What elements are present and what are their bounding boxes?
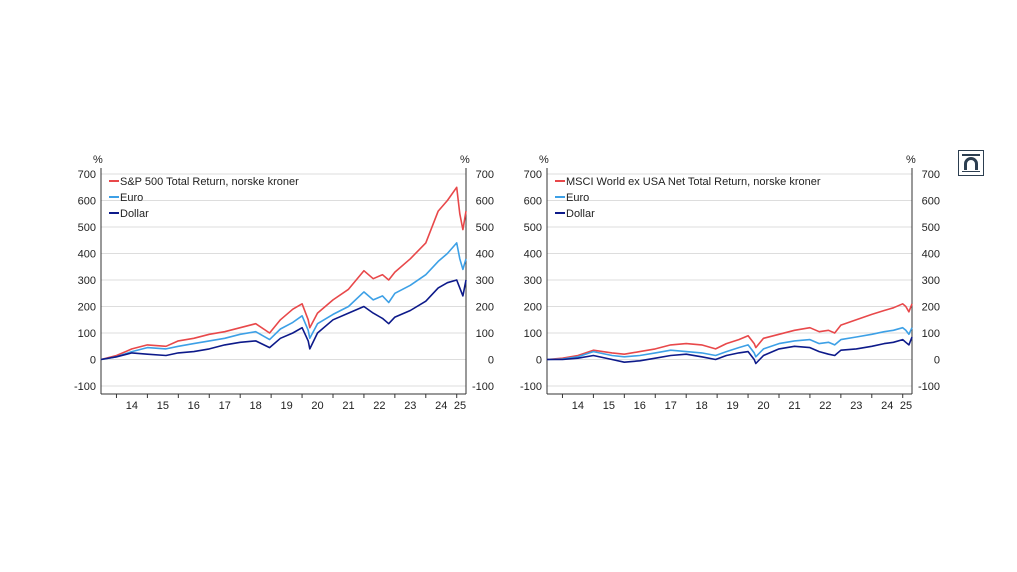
legend-label-euro: Euro [566, 192, 589, 204]
x-tick-label: 25 [454, 400, 466, 412]
y-tick-label-left: 500 [78, 222, 96, 234]
series-line-dollar [100, 279, 467, 361]
y-tick-label-left: 600 [524, 196, 542, 208]
x-tick-label: 15 [157, 400, 169, 412]
y-tick-label-right: 600 [922, 196, 940, 208]
x-tick-label: 21 [342, 400, 354, 412]
y-tick-label-right: 100 [922, 328, 940, 340]
chart-sp500: 700 700 600 600 500 500 400 400 300 300 200 200 100 1… [68, 150, 508, 430]
y-tick-label-left: 400 [78, 249, 96, 261]
unit-label-left: % [93, 154, 103, 166]
y-tick-label-right: 100 [476, 328, 494, 340]
x-tick-label: 19 [280, 400, 292, 412]
y-tick-label-right: 400 [922, 249, 940, 261]
x-tick-label: 24 [881, 400, 893, 412]
x-tick-label: 24 [435, 400, 447, 412]
unit-label-right: % [460, 154, 470, 166]
x-tick-label: 19 [726, 400, 738, 412]
x-tick-label: 18 [250, 400, 262, 412]
legend-label-sek: S&P 500 Total Return, norske kroner [120, 176, 299, 188]
y-tick-label-right: 300 [476, 275, 494, 287]
y-tick-label-left: 300 [524, 275, 542, 287]
legend-label-dollar: Dollar [120, 208, 149, 220]
x-tick-label: 23 [850, 400, 862, 412]
unit-label-right: % [906, 154, 916, 166]
series-line-dollar [547, 336, 913, 365]
y-tick-label-right: -100 [918, 381, 940, 393]
y-tick-label-left: -100 [74, 381, 96, 393]
y-tick-label-left: 500 [524, 222, 542, 234]
y-tick-label-right: 700 [922, 169, 940, 181]
y-tick-label-left: 200 [524, 302, 542, 314]
x-tick-label: 20 [757, 400, 769, 412]
y-tick-label-right: 500 [922, 222, 940, 234]
x-tick-label: 17 [219, 400, 231, 412]
y-tick-label-right: 0 [934, 355, 940, 367]
x-tick-label: 14 [572, 400, 584, 412]
y-tick-label-right: 200 [922, 302, 940, 314]
y-tick-label-left: 0 [90, 355, 96, 367]
y-tick-label-left: 200 [78, 302, 96, 314]
x-tick-label: 16 [634, 400, 646, 412]
x-tick-label: 16 [188, 400, 200, 412]
y-tick-label-right: 300 [922, 275, 940, 287]
x-tick-label: 22 [373, 400, 385, 412]
y-tick-label-left: -100 [520, 381, 542, 393]
series-line-sek [100, 186, 467, 361]
series-line-euro [546, 326, 913, 361]
y-tick-label-left: 400 [524, 249, 542, 261]
x-tick-label: 21 [788, 400, 800, 412]
y-tick-label-left: 700 [524, 169, 542, 181]
y-tick-label-left: 700 [78, 169, 96, 181]
x-tick-label: 20 [311, 400, 323, 412]
series-line-sek [546, 303, 913, 361]
y-tick-label-left: 0 [536, 355, 542, 367]
y-tick-label-left: 300 [78, 275, 96, 287]
y-tick-label-right: 600 [476, 196, 494, 208]
series-line-euro [100, 242, 467, 361]
y-tick-label-right: 700 [476, 169, 494, 181]
x-tick-label: 18 [696, 400, 708, 412]
x-tick-label: 14 [126, 400, 138, 412]
x-tick-label: 23 [404, 400, 416, 412]
y-tick-label-right: 500 [476, 222, 494, 234]
y-tick-label-right: 400 [476, 249, 494, 261]
y-tick-label-left: 100 [524, 328, 542, 340]
unit-label-left: % [539, 154, 549, 166]
chart-msci-world-ex-usa: 700 700 600 600 500 500 400 400 300 300 200 200 100 1… [514, 150, 954, 430]
x-tick-label: 25 [900, 400, 912, 412]
x-tick-label: 22 [819, 400, 831, 412]
y-tick-label-left: 100 [78, 328, 96, 340]
x-tick-label: 15 [603, 400, 615, 412]
x-tick-label: 17 [665, 400, 677, 412]
y-tick-label-right: -100 [472, 381, 494, 393]
legend-label-dollar: Dollar [566, 208, 595, 220]
legend-label-euro: Euro [120, 192, 143, 204]
arch-icon [962, 154, 980, 172]
legend-label-sek: MSCI World ex USA Net Total Return, nors… [566, 176, 821, 188]
app-logo-icon[interactable] [958, 150, 984, 176]
y-tick-label-right: 200 [476, 302, 494, 314]
y-tick-label-right: 0 [488, 355, 494, 367]
y-tick-label-left: 600 [78, 196, 96, 208]
